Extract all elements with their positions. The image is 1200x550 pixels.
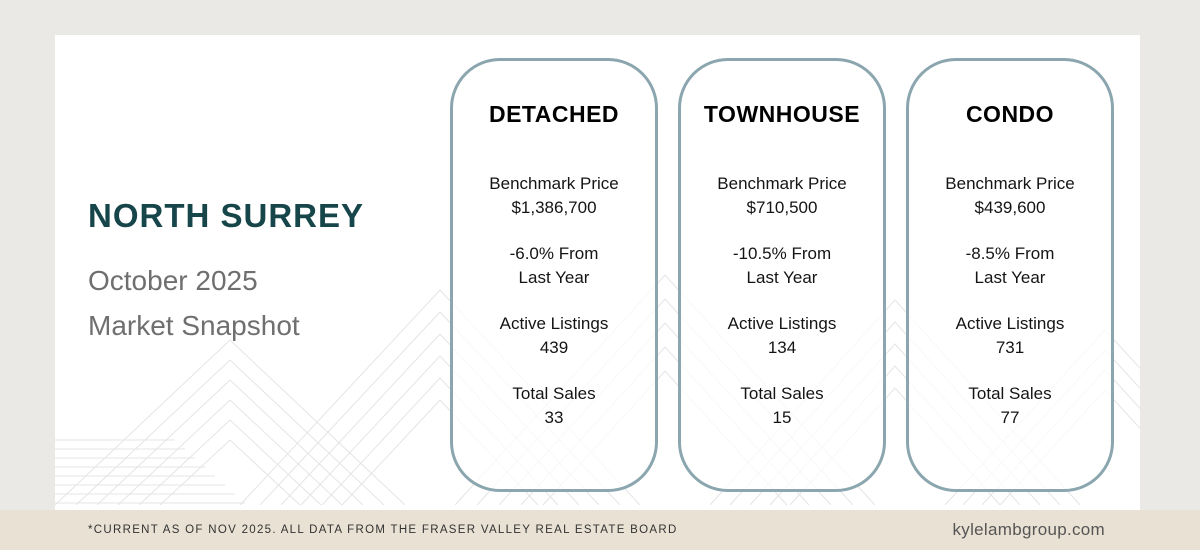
yearly-change-value: -8.5% From <box>965 244 1055 263</box>
yearly-change-label: Last Year <box>746 268 818 287</box>
active-listings-label: Active Listings <box>499 314 609 333</box>
card-title: DETACHED <box>488 101 620 127</box>
footer-bar: *CURRENT AS OF NOV 2025. ALL DATA FROM T… <box>0 510 1200 550</box>
total-sales-label: Total Sales <box>968 384 1052 403</box>
total-sales-value: 33 <box>544 408 564 427</box>
yearly-change-group: -10.5% From Last Year <box>681 242 883 290</box>
benchmark-price-group: Benchmark Price $710,500 <box>681 172 883 220</box>
stat-card-townhouse: TOWNHOUSE Benchmark Price $710,500 -10.5… <box>678 58 886 492</box>
stat-cards-row: DETACHED Benchmark Price $1,386,700 -6.0… <box>450 58 1114 492</box>
stat-card-condo: CONDO Benchmark Price $439,600 -8.5% Fro… <box>906 58 1114 492</box>
active-listings-value: 439 <box>539 338 569 357</box>
intro-block: NORTH SURREY October 2025 Market Snapsho… <box>88 197 418 349</box>
yearly-change-label: Last Year <box>974 268 1046 287</box>
total-sales-group: Total Sales 77 <box>909 382 1111 430</box>
total-sales-value: 15 <box>772 408 792 427</box>
card-title: CONDO <box>965 101 1055 127</box>
active-listings-group: Active Listings 731 <box>909 312 1111 360</box>
benchmark-price-label: Benchmark Price <box>489 174 619 193</box>
card-title: TOWNHOUSE <box>703 101 861 127</box>
benchmark-price-value: $1,386,700 <box>511 198 597 217</box>
website-url: kylelambgroup.com <box>952 520 1105 539</box>
page-subtitle: October 2025 Market Snapshot <box>88 259 418 349</box>
main-canvas: NORTH SURREY October 2025 Market Snapsho… <box>55 35 1140 510</box>
page-title: NORTH SURREY <box>88 197 365 234</box>
benchmark-price-label: Benchmark Price <box>717 174 847 193</box>
yearly-change-value: -6.0% From <box>509 244 599 263</box>
active-listings-label: Active Listings <box>955 314 1065 333</box>
active-listings-value: 134 <box>767 338 797 357</box>
subtitle-line-1: October 2025 <box>88 265 258 296</box>
subtitle-line-2: Market Snapshot <box>88 309 300 341</box>
total-sales-value: 77 <box>1000 408 1020 427</box>
yearly-change-label: Last Year <box>518 268 590 287</box>
active-listings-group: Active Listings 134 <box>681 312 883 360</box>
active-listings-group: Active Listings 439 <box>453 312 655 360</box>
benchmark-price-group: Benchmark Price $1,386,700 <box>453 172 655 220</box>
total-sales-label: Total Sales <box>740 384 824 403</box>
benchmark-price-label: Benchmark Price <box>945 174 1075 193</box>
yearly-change-group: -6.0% From Last Year <box>453 242 655 290</box>
data-source-disclaimer: *CURRENT AS OF NOV 2025. ALL DATA FROM T… <box>88 524 678 536</box>
yearly-change-value: -10.5% From <box>732 244 832 263</box>
active-listings-value: 731 <box>995 338 1025 357</box>
total-sales-group: Total Sales 15 <box>681 382 883 430</box>
total-sales-label: Total Sales <box>512 384 596 403</box>
stat-card-detached: DETACHED Benchmark Price $1,386,700 -6.0… <box>450 58 658 492</box>
benchmark-price-group: Benchmark Price $439,600 <box>909 172 1111 220</box>
total-sales-group: Total Sales 33 <box>453 382 655 430</box>
active-listings-label: Active Listings <box>727 314 837 333</box>
benchmark-price-value: $710,500 <box>746 198 818 217</box>
yearly-change-group: -8.5% From Last Year <box>909 242 1111 290</box>
benchmark-price-value: $439,600 <box>974 198 1046 217</box>
